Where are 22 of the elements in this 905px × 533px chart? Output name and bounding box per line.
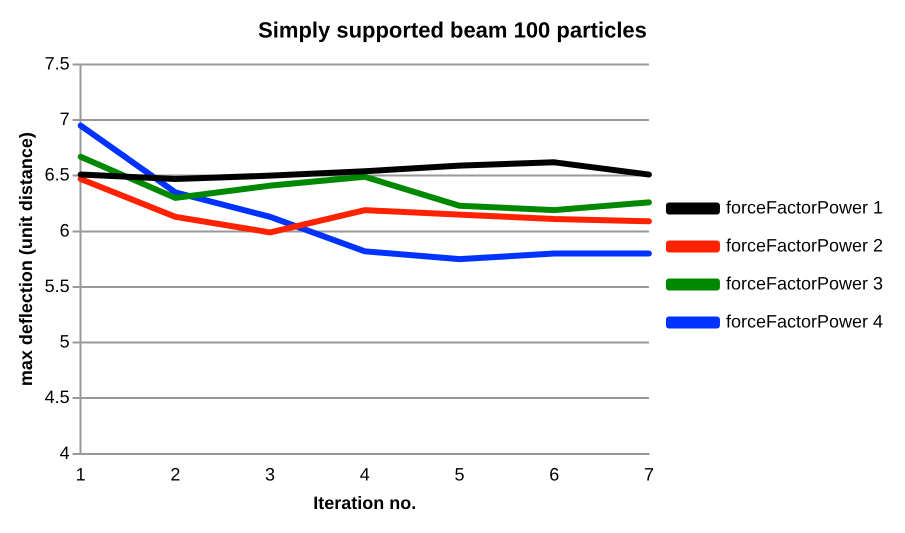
y-tick-label: 6.5 [44,164,70,185]
y-axis-title: max deflection (unit distance) [16,132,36,386]
x-tick-label: 4 [360,464,370,485]
x-axis-title: Iteration no. [313,493,416,514]
x-tick-label: 3 [265,464,276,485]
x-tick-label: 5 [454,464,465,485]
y-tick-label: 4.5 [44,387,70,408]
y-tick-label: 5 [60,332,70,352]
legend-label: forceFactorPower 2 [726,235,883,256]
legend-label: forceFactorPower 1 [726,197,883,218]
y-tick-label: 5.5 [44,276,70,296]
x-tick-label: 2 [170,464,180,485]
y-tick-label: 7.5 [44,53,70,74]
legend-label: forceFactorPower 4 [726,311,883,332]
y-tick-label: 7 [60,108,70,129]
y-tick-label: 6 [60,220,70,240]
x-tick-label: 1 [76,464,86,485]
y-tick-label: 4 [60,442,70,463]
x-tick-label: 6 [549,464,560,485]
chart-title: Simply supported beam 100 particles [258,17,647,42]
legend-label: forceFactorPower 3 [726,273,883,294]
x-tick-label: 7 [644,464,654,485]
